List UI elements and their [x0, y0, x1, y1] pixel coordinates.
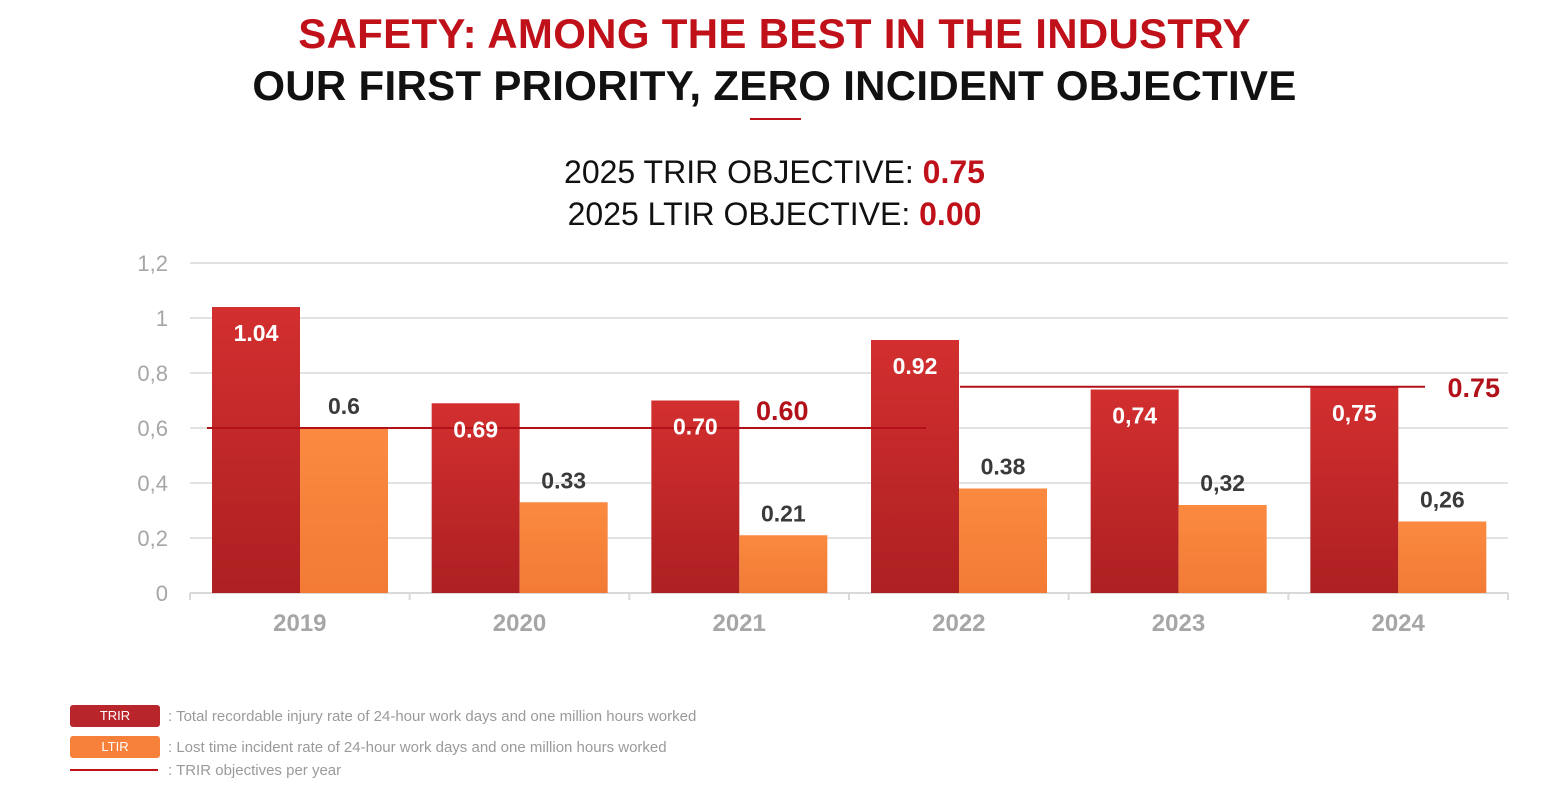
y-tick-label: 0,6: [137, 416, 168, 441]
legend-objective-line: [70, 769, 158, 771]
trir-bar: [871, 340, 959, 593]
ltir-bar: [739, 535, 828, 593]
trir-bar: [212, 307, 300, 593]
ltir-bar: [300, 428, 388, 593]
trir-value-label: 0,75: [1332, 400, 1377, 426]
x-category-label: 2023: [1152, 610, 1205, 637]
trir-objective-label: 2025 TRIR OBJECTIVE:: [564, 154, 923, 190]
ltir-objective-label: 2025 LTIR OBJECTIVE:: [567, 196, 920, 232]
legend-trir-swatch: TRIR: [70, 705, 160, 727]
title-divider: [750, 118, 801, 120]
y-tick-label: 0,8: [137, 361, 168, 386]
ltir-bar: [1178, 505, 1267, 593]
x-category-label: 2019: [273, 610, 326, 637]
trir-value-label: 1.04: [234, 320, 279, 346]
ltir-value-label: 0.38: [981, 454, 1026, 480]
trir-bar: [651, 400, 740, 593]
trir-bar: [1310, 386, 1399, 593]
ltir-bar: [1398, 521, 1487, 593]
ltir-value-label: 0,26: [1420, 487, 1465, 513]
ltir-objective: 2025 LTIR OBJECTIVE: 0.00: [0, 196, 1549, 233]
ltir-objective-value: 0.00: [919, 196, 982, 232]
ltir-value-label: 0.6: [328, 393, 360, 419]
safety-bar-chart: 0 0,2 0,4 0,6 0,8 1 1,2 1.04 0.69 0.70 0.92 0,74 0,7…: [137, 251, 1509, 637]
y-tick-label: 1,2: [137, 251, 168, 276]
trir-value-label: 0,74: [1112, 403, 1157, 429]
legend-ltir: LTIR : Lost time incident rate of 24-hou…: [70, 736, 667, 758]
ltir-value-label: 0,32: [1200, 470, 1245, 496]
x-category-label: 2021: [712, 610, 765, 637]
trir-value-label: 0.92: [893, 353, 938, 379]
x-category-label: 2020: [493, 610, 546, 637]
trir-bar: [1090, 389, 1179, 593]
legend-ltir-swatch: LTIR: [70, 736, 160, 758]
ltir-bar: [519, 502, 608, 593]
trir-bar: [431, 403, 520, 593]
trir-value-label: 0.69: [453, 416, 498, 442]
y-tick-label: 0,2: [137, 526, 168, 551]
ltir-bar: [959, 488, 1047, 593]
y-tick-label: 0,4: [137, 471, 168, 496]
y-tick-label: 1: [156, 306, 168, 331]
legend-trir: TRIR : Total recordable injury rate of 2…: [70, 705, 696, 727]
page-title: SAFETY: AMONG THE BEST IN THE INDUSTRY: [298, 10, 1251, 57]
trir-objective-label: 0.60: [756, 396, 809, 426]
ltir-value-label: 0.21: [761, 500, 806, 526]
legend-ltir-text: : Lost time incident rate of 24-hour wor…: [168, 738, 667, 756]
y-tick-label: 0: [156, 581, 168, 606]
trir-objective: 2025 TRIR OBJECTIVE: 0.75: [0, 154, 1549, 191]
ltir-value-label: 0.33: [541, 467, 586, 493]
trir-objective-value: 0.75: [922, 154, 985, 190]
page-subtitle: OUR FIRST PRIORITY, ZERO INCIDENT OBJECT…: [252, 62, 1297, 109]
trir-value-label: 0.70: [673, 414, 718, 440]
trir-objective-label: 0.75: [1447, 373, 1500, 403]
x-category-label: 2022: [932, 610, 985, 637]
legend-objective-text: : TRIR objectives per year: [168, 761, 342, 779]
legend-objective: : TRIR objectives per year: [70, 759, 341, 781]
x-category-label: 2024: [1371, 610, 1425, 637]
legend-trir-text: : Total recordable injury rate of 24-hou…: [168, 707, 697, 725]
